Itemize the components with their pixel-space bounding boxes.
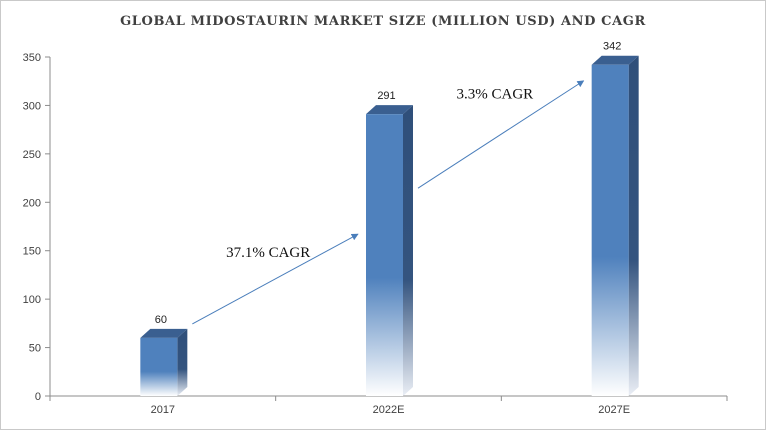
data-label: 291 — [377, 90, 395, 102]
x-tick-label: 2017 — [151, 404, 175, 416]
cagr-arrow — [192, 233, 359, 325]
cagr-arrow — [417, 80, 585, 189]
cagr-label: 3.3% CAGR — [456, 86, 533, 102]
bar-side — [628, 55, 639, 397]
bar-side — [403, 105, 413, 396]
y-tick-label: 200 — [23, 197, 41, 209]
bar-2022e: 291 — [366, 90, 413, 396]
y-tick-label: 0 — [35, 391, 41, 403]
y-tick-label: 300 — [23, 100, 41, 112]
y-tick-label: 100 — [23, 294, 41, 306]
bar-side — [177, 328, 188, 396]
bar-2017: 60 — [140, 314, 188, 396]
y-tick-label: 250 — [23, 149, 41, 161]
chart-title: GLOBAL MIDOSTAURIN MARKET SIZE (MILLION … — [120, 14, 646, 29]
cagr-label: 37.1% CAGR — [226, 245, 310, 261]
y-tick-label: 350 — [23, 52, 41, 64]
bar-front — [591, 64, 629, 397]
bar-top — [140, 328, 188, 338]
x-tick-label: 2027E — [598, 404, 630, 416]
x-tick-label: 2022E — [373, 404, 405, 416]
bar-front — [140, 337, 178, 396]
data-label: 342 — [603, 41, 621, 53]
data-label: 60 — [155, 314, 167, 326]
bar-top — [591, 55, 639, 65]
bar-front — [366, 114, 403, 396]
y-tick-label: 50 — [29, 343, 41, 355]
bar-top — [366, 105, 413, 115]
y-tick-label: 150 — [23, 246, 41, 258]
bar-2027e: 342 — [591, 41, 639, 397]
